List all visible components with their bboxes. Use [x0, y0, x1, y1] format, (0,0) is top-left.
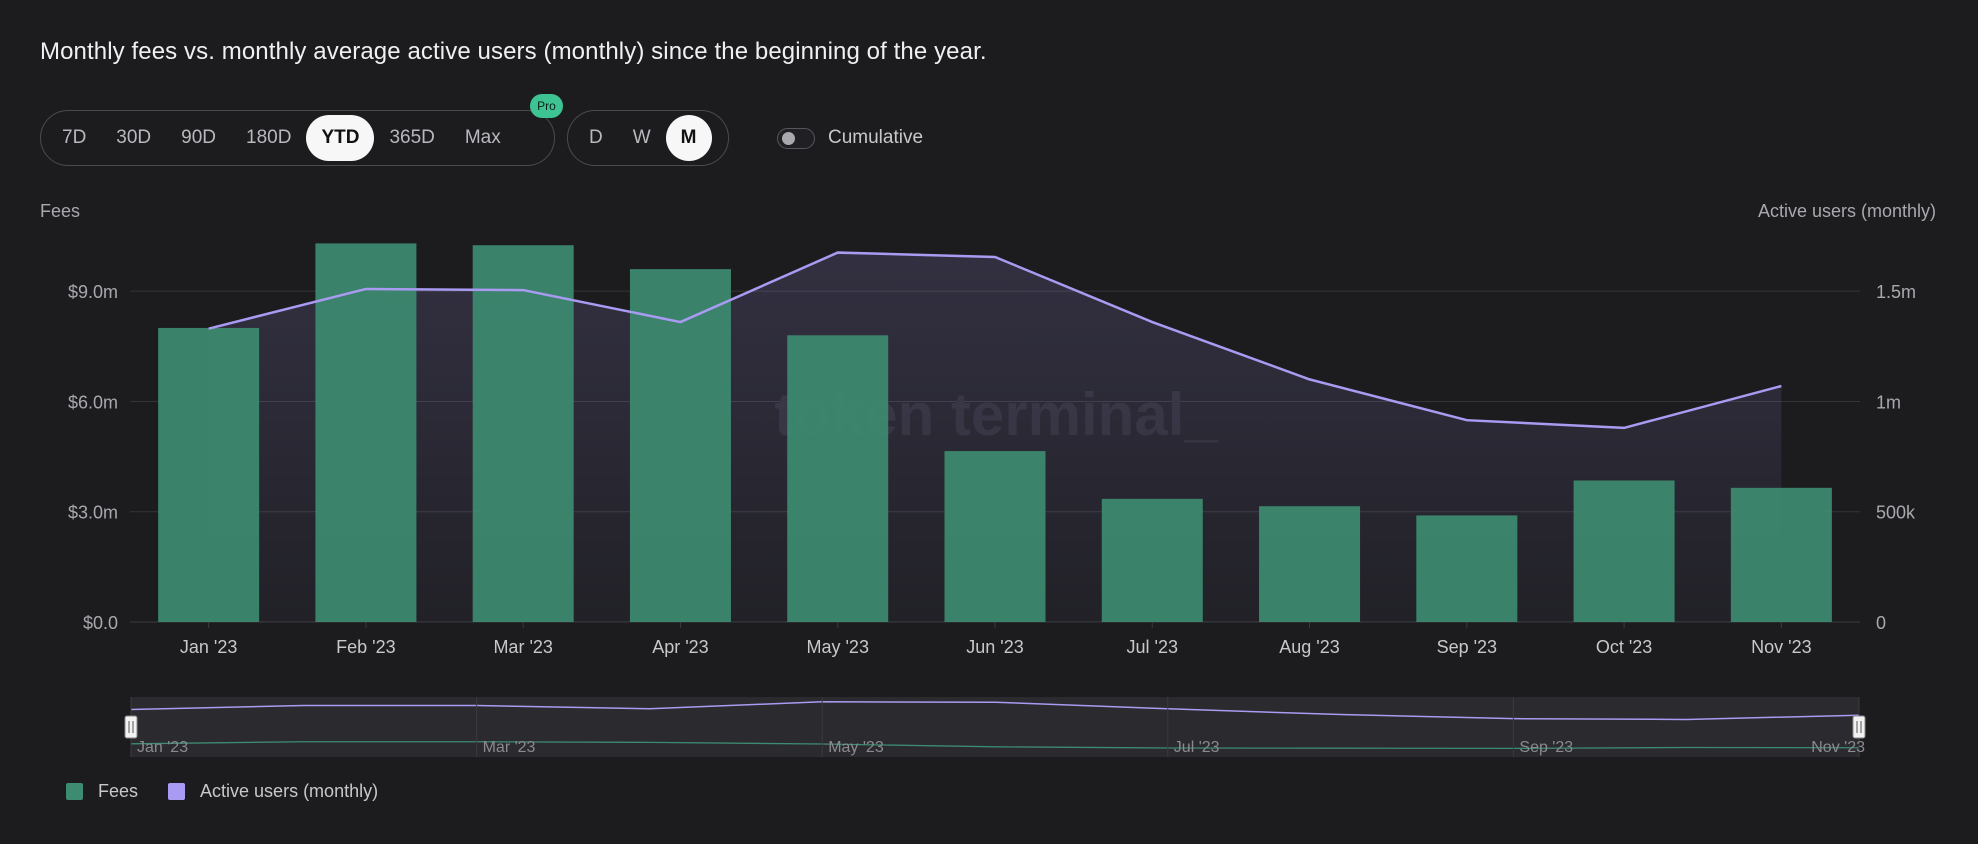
x-tick-label: Nov '23	[1751, 637, 1811, 657]
navigator-users-line	[130, 701, 1860, 721]
x-tick-label: May '23	[806, 637, 868, 657]
fees-bar[interactable]	[1416, 515, 1518, 622]
navigator-label: Jul '23	[1174, 739, 1220, 756]
range-tab-365d[interactable]: 365D	[389, 127, 435, 148]
x-tick-label: Feb '23	[336, 637, 395, 657]
navigator-fees-line	[130, 741, 1860, 750]
fees-bar[interactable]	[472, 245, 574, 622]
navigator-left-handle[interactable]	[124, 715, 138, 739]
fees-bar[interactable]	[944, 451, 1046, 622]
x-tick-label: Aug '23	[1279, 637, 1340, 657]
legend-item-users[interactable]: Active users (monthly)	[168, 781, 378, 802]
fees-bar[interactable]	[787, 335, 889, 622]
x-tick-label: Jul '23	[1127, 637, 1178, 657]
fees-swatch	[66, 783, 83, 800]
granularity-tab-w[interactable]: W	[632, 127, 651, 148]
granularity-tab-d[interactable]: D	[589, 127, 603, 148]
fees-bar[interactable]	[1730, 487, 1832, 622]
right-tick-label: 500k	[1876, 503, 1916, 523]
navigator-right-handle[interactable]	[1852, 715, 1866, 739]
navigator-label: Nov '23	[1811, 739, 1865, 756]
right-tick-label: 1m	[1876, 392, 1901, 412]
left-tick-label: $3.0m	[68, 503, 118, 523]
chart-title: Monthly fees vs. monthly average active …	[40, 38, 987, 65]
cumulative-toggle[interactable]	[777, 128, 815, 149]
range-tab-ytd[interactable]: YTD	[306, 115, 375, 161]
left-tick-label: $9.0m	[68, 282, 118, 302]
pro-badge: Pro	[530, 94, 563, 118]
fees-bar[interactable]	[1259, 506, 1361, 622]
range-tab-7d[interactable]: 7D	[62, 127, 87, 148]
fees-bar[interactable]	[1101, 498, 1203, 622]
fees-bar[interactable]	[629, 269, 731, 622]
left-tick-label: $6.0m	[68, 392, 118, 412]
range-tab-30d[interactable]: 30D	[116, 127, 152, 148]
legend-label-fees: Fees	[98, 781, 139, 801]
x-tick-label: Mar '23	[493, 637, 552, 657]
range-tab-180d[interactable]: 180D	[246, 127, 292, 148]
time-range-selector: 7D 30D 90D 180D YTD 365D Max	[40, 110, 555, 166]
users-swatch	[168, 783, 186, 800]
legend-item-fees[interactable]: Fees	[66, 781, 138, 802]
toggle-knob	[782, 132, 795, 145]
x-tick-label: Oct '23	[1596, 637, 1652, 657]
left-tick-label: $0.0	[83, 613, 118, 633]
users-line[interactable]	[208, 251, 1782, 430]
x-tick-label: Jun '23	[966, 637, 1023, 657]
x-tick-label: Apr '23	[652, 637, 708, 657]
right-tick-label: 0	[1876, 613, 1886, 633]
x-tick-label: Jan '23	[180, 637, 237, 657]
users-area	[208, 252, 1782, 622]
right-tick-label: 1.5m	[1876, 282, 1916, 302]
x-tick-label: Sep '23	[1437, 637, 1498, 657]
navigator-label: Mar '23	[483, 739, 536, 756]
range-tab-90d[interactable]: 90D	[181, 127, 217, 148]
navigator-label: Sep '23	[1519, 739, 1573, 756]
right-axis-title: Active users (monthly)	[1757, 201, 1936, 221]
fees-bar[interactable]	[158, 327, 260, 622]
fees-bar[interactable]	[1573, 480, 1675, 622]
cumulative-label: Cumulative	[828, 127, 924, 148]
fees-bar[interactable]	[315, 243, 417, 622]
navigator-label: May '23	[828, 739, 884, 756]
legend: Fees Active users (monthly)	[66, 781, 408, 802]
granularity-tab-m[interactable]: M	[665, 115, 712, 161]
navigator-label: Jan '23	[137, 739, 188, 756]
range-tab-max[interactable]: Max	[464, 127, 501, 148]
legend-label-users: Active users (monthly)	[200, 781, 379, 801]
left-axis-title: Fees	[40, 201, 81, 221]
